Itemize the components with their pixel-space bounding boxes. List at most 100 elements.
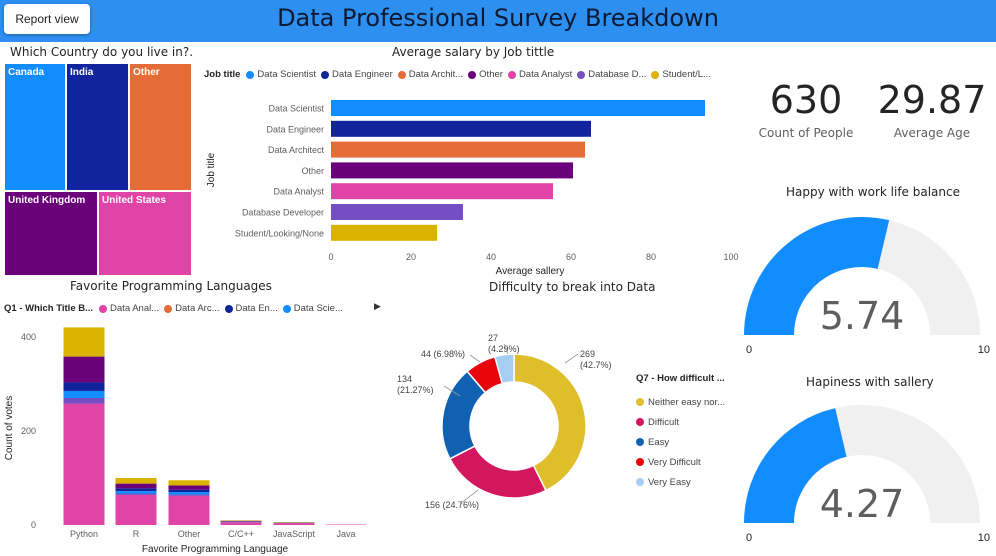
stacked-bar-segment bbox=[115, 494, 157, 525]
stacked-bar-segment bbox=[168, 489, 210, 493]
legend-item[interactable]: Database D... bbox=[577, 69, 646, 80]
legend-label: Data Engineer bbox=[332, 69, 393, 80]
legend-dot-icon bbox=[224, 304, 233, 313]
slice-percent-label: (4.29%) bbox=[488, 344, 520, 354]
legend-label: Very Easy bbox=[648, 476, 691, 488]
x-tick-label: Java bbox=[336, 529, 355, 539]
legend-label: Other bbox=[479, 69, 503, 80]
work-life-balance-gauge: 5.74 0 10 bbox=[744, 217, 990, 356]
gauge-min-label: 0 bbox=[746, 532, 752, 544]
legend-title: Q1 - Which Title B... bbox=[4, 303, 94, 314]
x-axis-label: Favorite Programming Language bbox=[142, 544, 289, 555]
donut-slice bbox=[513, 353, 587, 492]
legend-item[interactable]: Data Engineer bbox=[321, 69, 393, 80]
stacked-bar-segment bbox=[115, 483, 157, 489]
legend-item[interactable]: Data Arc... bbox=[164, 303, 220, 314]
legend-dot-icon bbox=[99, 304, 108, 313]
stacked-bar-segment bbox=[63, 382, 105, 391]
legend-item[interactable]: Data En... bbox=[224, 303, 278, 314]
y-tick-label: 200 bbox=[21, 426, 36, 436]
legend-item[interactable]: Other bbox=[468, 69, 503, 80]
stacked-bar-segment bbox=[63, 356, 105, 383]
tile-label: United Kingdom bbox=[8, 195, 86, 206]
legend-dot-icon bbox=[397, 70, 406, 79]
slice-percent-label: (42.7%) bbox=[580, 360, 612, 370]
legend-item[interactable]: Very Easy bbox=[636, 472, 725, 492]
leader-line bbox=[443, 385, 461, 397]
legend-next-arrow-icon[interactable]: ▶ bbox=[374, 302, 381, 312]
y-tick-label: 400 bbox=[21, 332, 36, 342]
difficulty-donut-chart: 269(42.7%) 156 (24.76%) 134(21.27%) 44 (6.9… bbox=[397, 333, 612, 510]
legend-title: Q7 - How difficult ... bbox=[636, 373, 725, 384]
legend-label: Student/L... bbox=[662, 69, 711, 80]
salary-legend: Job title Data Scientist Data Engineer Data… bbox=[204, 69, 716, 80]
y-axis-label: Count of votes bbox=[4, 396, 15, 460]
leader-line bbox=[503, 343, 509, 355]
legend-item[interactable]: Data Anal... bbox=[99, 303, 159, 314]
legend-item[interactable]: Data Scientist bbox=[246, 69, 316, 80]
leader-line bbox=[564, 353, 579, 364]
languages-chart-title: Favorite Programming Languages bbox=[70, 279, 272, 293]
x-axis-label: Average sallery bbox=[496, 266, 565, 277]
salary-bar bbox=[331, 162, 573, 179]
leader-line bbox=[459, 489, 479, 505]
stacked-bar-segment bbox=[63, 390, 105, 398]
gauge-min-label: 0 bbox=[746, 344, 752, 356]
treemap-tile-united-kingdom[interactable]: United Kingdom bbox=[4, 191, 98, 276]
report-view-button[interactable]: Report view bbox=[4, 4, 90, 34]
category-label: Data Architect bbox=[268, 145, 325, 155]
salary-bar bbox=[331, 100, 705, 116]
x-tick-label: 60 bbox=[566, 252, 576, 262]
legend-label: Neither easy nor... bbox=[648, 396, 726, 408]
legend-dot-icon bbox=[246, 70, 255, 79]
gauge2-title: Hapiness with sallery bbox=[806, 375, 934, 389]
slice-value-label: 134 bbox=[397, 374, 412, 384]
x-tick-label: 80 bbox=[646, 252, 656, 262]
slice-value-label: 27 bbox=[488, 333, 498, 343]
treemap-tile-united-states[interactable]: United States bbox=[98, 191, 192, 276]
tile-label: India bbox=[70, 67, 94, 78]
legend-item[interactable]: Very Difficult bbox=[636, 452, 725, 472]
legend-dot-icon bbox=[577, 70, 586, 79]
salary-chart-title: Average salary by Job tittle bbox=[392, 45, 555, 59]
legend-label: Difficult bbox=[648, 416, 679, 428]
legend-item[interactable]: Data Scie... bbox=[282, 303, 343, 314]
legend-dot-icon bbox=[651, 70, 660, 79]
legend-dot-icon bbox=[282, 304, 291, 313]
languages-legend: Q1 - Which Title B... Data Anal... Data Ar… bbox=[4, 303, 348, 314]
x-tick-label: R bbox=[133, 529, 140, 539]
treemap-tile-canada[interactable]: Canada bbox=[4, 63, 66, 191]
donut-title: Difficulty to break into Data bbox=[489, 280, 656, 294]
stacked-bar-segment bbox=[168, 480, 210, 486]
gauge1-title: Happy with work life balance bbox=[786, 185, 960, 199]
legend-dot-icon bbox=[636, 478, 644, 486]
legend-label: Data Archit... bbox=[408, 69, 464, 80]
stacked-bar-segment bbox=[115, 493, 157, 495]
category-label: Database Developer bbox=[242, 208, 324, 218]
stacked-bar-segment bbox=[115, 488, 157, 492]
stacked-bar-segment bbox=[168, 492, 210, 495]
legend-item[interactable]: Difficult bbox=[636, 412, 725, 432]
x-tick-label: 100 bbox=[723, 252, 738, 262]
legend-item[interactable]: Data Analyst bbox=[507, 69, 572, 80]
salary-bar bbox=[331, 120, 591, 137]
legend-label: Data Anal... bbox=[110, 303, 160, 314]
header-bar: Data Professional Survey Breakdown Repor… bbox=[0, 0, 996, 42]
treemap-tile-other[interactable]: Other bbox=[129, 63, 192, 191]
legend-item[interactable]: Neither easy nor... bbox=[636, 392, 725, 412]
count-of-people-label: Count of People bbox=[758, 126, 854, 140]
gauge-fill bbox=[744, 217, 890, 335]
slice-percent-label: (21.27%) bbox=[397, 385, 434, 395]
gauge-value: 5.74 bbox=[820, 294, 905, 338]
stacked-bar-segment bbox=[115, 477, 157, 484]
legend-dot-icon bbox=[468, 70, 477, 79]
y-tick-label: 0 bbox=[31, 520, 36, 530]
x-tick-label: Other bbox=[178, 529, 201, 539]
stacked-bar-segment bbox=[168, 494, 210, 496]
legend-item[interactable]: Student/L... bbox=[651, 69, 711, 80]
legend-item[interactable]: Easy bbox=[636, 432, 725, 452]
legend-item[interactable]: Data Archit... bbox=[397, 69, 464, 80]
category-label: Other bbox=[301, 166, 324, 176]
treemap-tile-india[interactable]: India bbox=[66, 63, 129, 191]
legend-dot-icon bbox=[507, 70, 516, 79]
